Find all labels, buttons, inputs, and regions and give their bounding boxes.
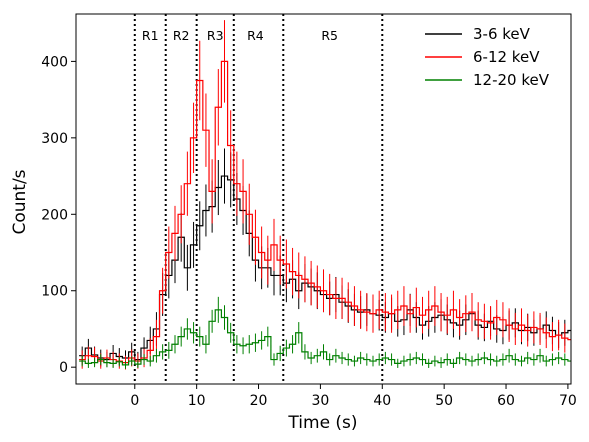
region-label: R4 [247, 28, 264, 43]
x-axis-label: Time (s) [287, 413, 357, 433]
series-layer [79, 20, 571, 370]
legend: 3-6 keV 6-12 keV 12-20 keV [425, 25, 550, 89]
region-labels: R1 R2 R3 R4 R5 [142, 28, 338, 43]
legend-label-0: 3-6 keV [473, 25, 531, 43]
region-label: R5 [321, 28, 338, 43]
axes [75, 13, 572, 385]
region-label: R3 [207, 28, 224, 43]
x-tick-label: 0 [130, 393, 139, 409]
y-axis-label: Count/s [10, 169, 30, 234]
y-tick-label: 400 [41, 54, 68, 70]
y-tick-label: 200 [41, 207, 68, 223]
series-line-1 [79, 60, 571, 364]
series-2 [79, 296, 571, 369]
x-tick-label: 70 [559, 393, 577, 409]
region-label: R1 [142, 28, 159, 43]
x-tick-label: 10 [188, 393, 206, 409]
series-1 [79, 20, 571, 370]
legend-label-1: 6-12 keV [473, 48, 540, 66]
region-boundaries [133, 14, 384, 384]
x-tick-label: 30 [311, 393, 329, 409]
x-tick-label: 50 [435, 393, 453, 409]
legend-label-2: 12-20 keV [473, 71, 550, 89]
series-line-0 [79, 175, 571, 361]
plot-frame [75, 13, 572, 385]
region-label: R2 [173, 28, 190, 43]
y-tick-label: 300 [41, 131, 68, 147]
series-0 [79, 148, 571, 368]
y-tick-label: 100 [41, 284, 68, 300]
x-tick-label: 40 [373, 393, 391, 409]
tick-marks: 0 10 20 30 40 50 60 70 0 100 200 300 400 [41, 54, 577, 409]
x-tick-label: 20 [250, 393, 268, 409]
x-tick-label: 60 [497, 393, 515, 409]
y-tick-label: 0 [59, 360, 68, 376]
